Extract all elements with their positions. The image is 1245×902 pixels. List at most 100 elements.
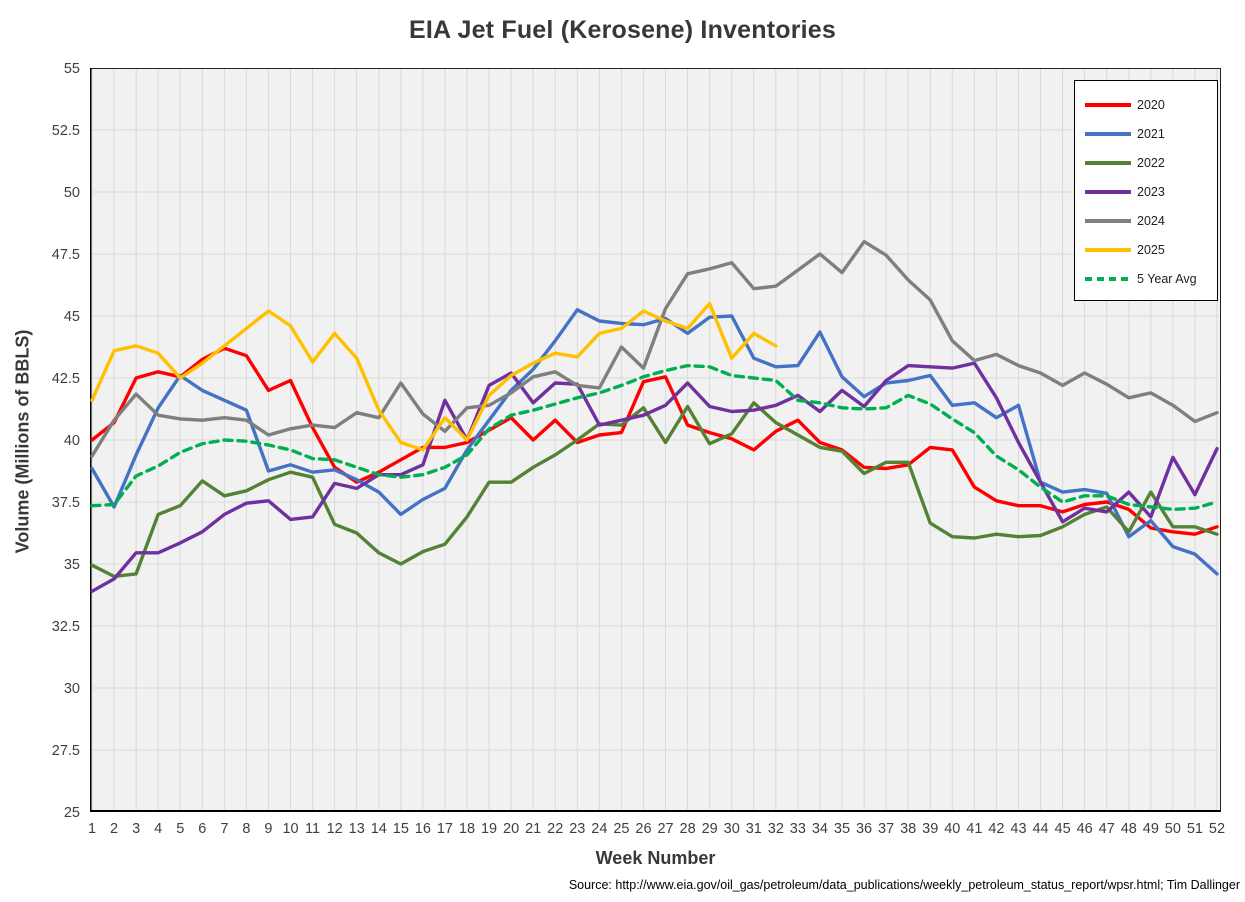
x-tick-label: 45	[1055, 821, 1071, 837]
y-tick-label: 42.5	[52, 371, 80, 387]
x-tick-label: 2	[110, 821, 118, 837]
x-tick-label: 49	[1143, 821, 1159, 837]
x-tick-label: 31	[746, 821, 762, 837]
x-tick-label: 48	[1121, 821, 1137, 837]
legend-item-2025: 2025	[1085, 235, 1217, 264]
legend-line-sample	[1085, 131, 1131, 136]
y-tick-label: 35	[64, 557, 80, 573]
x-tick-label: 17	[437, 821, 453, 837]
legend-label: 2025	[1137, 242, 1165, 257]
x-tick-label: 26	[635, 821, 651, 837]
y-tick-label: 40	[64, 433, 80, 449]
series-line-2025	[90, 301, 778, 452]
x-tick-label: 37	[878, 821, 894, 837]
x-tick-label: 19	[481, 821, 497, 837]
legend-item-2023: 2023	[1085, 177, 1217, 206]
source-note: Source: http://www.eia.gov/oil_gas/petro…	[568, 878, 1240, 892]
legend-label: 5 Year Avg	[1137, 271, 1197, 286]
x-tick-label: 28	[680, 821, 696, 837]
y-tick-label: 32.5	[52, 619, 80, 635]
x-tick-label: 10	[282, 821, 298, 837]
series-line-5-year-avg	[90, 363, 1219, 512]
legend-label: 2020	[1137, 97, 1165, 112]
legend-item-5-year-avg: 5 Year Avg	[1085, 264, 1217, 293]
x-tick-label: 38	[900, 821, 916, 837]
legend-label: 2022	[1137, 155, 1165, 170]
x-tick-label: 8	[242, 821, 250, 837]
chart-title: EIA Jet Fuel (Kerosene) Inventories	[408, 16, 837, 44]
y-tick-label: 55	[64, 61, 80, 77]
x-tick-label: 20	[503, 821, 519, 837]
x-tick-label: 24	[591, 821, 607, 837]
legend-item-2021: 2021	[1085, 119, 1217, 148]
x-tick-label: 3	[132, 821, 140, 837]
series-line-2023	[90, 361, 1219, 593]
legend-item-2024: 2024	[1085, 206, 1217, 235]
x-tick-label: 36	[856, 821, 872, 837]
x-tick-label: 1	[88, 821, 96, 837]
y-tick-label: 52.5	[52, 123, 80, 139]
x-tick-label: 41	[966, 821, 982, 837]
legend-item-2022: 2022	[1085, 148, 1217, 177]
series-line-2021	[90, 308, 1219, 576]
x-tick-label: 52	[1209, 821, 1225, 837]
x-tick-label: 33	[790, 821, 806, 837]
x-tick-label: 4	[154, 821, 162, 837]
x-tick-label: 25	[613, 821, 629, 837]
x-tick-label: 43	[1010, 821, 1026, 837]
legend-label: 2023	[1137, 184, 1165, 199]
x-tick-label: 12	[327, 821, 343, 837]
legend-line-sample	[1085, 218, 1131, 223]
x-tick-label: 39	[922, 821, 938, 837]
series-line-2024	[90, 239, 1219, 458]
x-tick-label: 30	[724, 821, 740, 837]
x-tick-label: 40	[944, 821, 960, 837]
y-tick-label: 45	[64, 309, 80, 325]
x-tick-label: 29	[702, 821, 718, 837]
legend-item-2020: 2020	[1085, 90, 1217, 119]
x-tick-label: 5	[176, 821, 184, 837]
x-tick-label: 16	[415, 821, 431, 837]
x-tick-label: 18	[459, 821, 475, 837]
x-tick-label: 35	[834, 821, 850, 837]
y-tick-label: 27.5	[52, 743, 80, 759]
x-tick-label: 47	[1099, 821, 1115, 837]
x-tick-label: 23	[569, 821, 585, 837]
legend-line-sample	[1085, 160, 1131, 165]
x-tick-label: 46	[1077, 821, 1093, 837]
y-tick-label: 47.5	[52, 247, 80, 263]
x-tick-label: 42	[988, 821, 1004, 837]
x-tick-label: 9	[264, 821, 272, 837]
y-axis-title: Volume (Millions of BBLS)	[12, 329, 33, 554]
x-tick-label: 13	[349, 821, 365, 837]
x-tick-label: 27	[657, 821, 673, 837]
legend-line-sample	[1085, 189, 1131, 194]
legend: 2020 2021 2022 2023 2024 2025 5 Year Avg	[1074, 80, 1218, 301]
x-axis-title: Week Number	[595, 848, 716, 868]
x-tick-label: 34	[812, 821, 828, 837]
legend-line-sample	[1085, 102, 1131, 107]
y-tick-label: 37.5	[52, 495, 80, 511]
legend-line-sample	[1085, 276, 1131, 281]
x-tick-label: 14	[371, 821, 387, 837]
x-tick-label: 11	[305, 821, 320, 837]
x-tick-label: 6	[198, 821, 206, 837]
x-tick-label: 7	[220, 821, 228, 837]
y-tick-label: 30	[64, 681, 80, 697]
y-tick-label: 50	[64, 185, 80, 201]
series-line-2020	[90, 346, 1219, 536]
series-line-2022	[90, 401, 1219, 579]
x-tick-label: 50	[1165, 821, 1181, 837]
legend-label: 2024	[1137, 213, 1165, 228]
legend-line-sample	[1085, 247, 1131, 252]
x-tick-label: 21	[525, 821, 541, 837]
x-tick-label: 22	[547, 821, 563, 837]
legend-label: 2021	[1137, 126, 1165, 141]
x-tick-label: 32	[768, 821, 784, 837]
y-tick-label: 25	[64, 805, 80, 821]
x-tick-label: 51	[1187, 821, 1203, 837]
x-tick-label: 44	[1032, 821, 1048, 837]
x-tick-label: 15	[393, 821, 409, 837]
